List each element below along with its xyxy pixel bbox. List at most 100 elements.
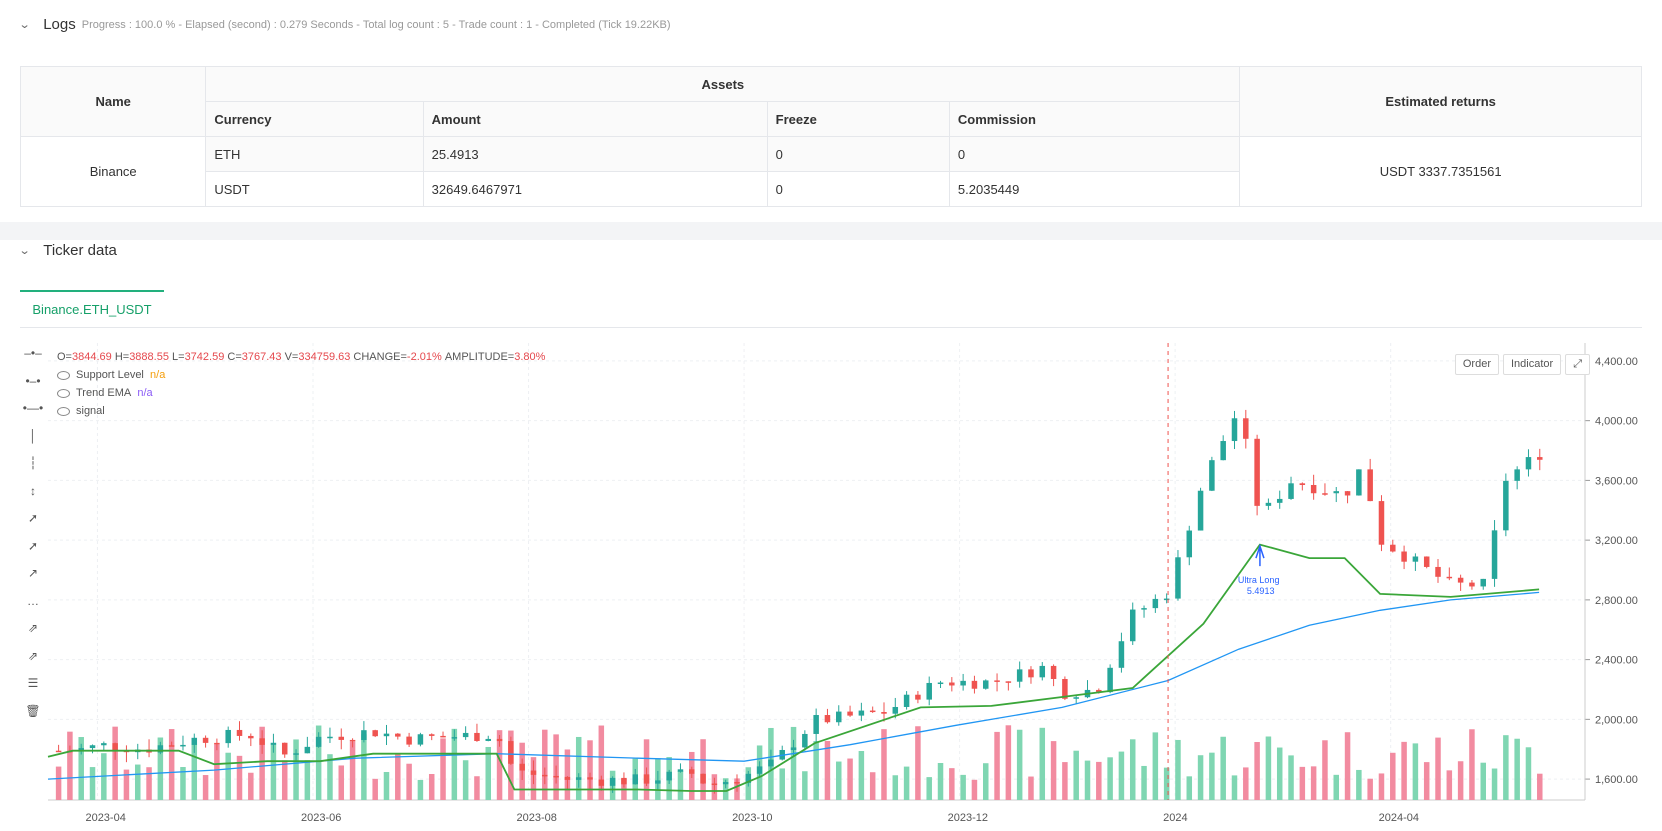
eye-icon[interactable] [57,370,70,380]
chevron-down-icon[interactable]: ⌄ [18,245,31,257]
volume-bar [67,731,73,800]
volume-bar [1537,773,1543,800]
horizontal-line-icon[interactable]: –•– [24,346,42,360]
vertical-line-icon[interactable]: │ [29,428,37,443]
candle-body [1514,469,1520,481]
volume-bar [1390,752,1396,800]
y-tick-label: 2,400.00 [1595,655,1638,667]
trend-line-icon[interactable]: ➚ [27,511,39,525]
volume-bar [575,736,582,800]
candle-body [813,715,819,734]
y-tick-label: 2,800.00 [1595,595,1638,607]
candle-body [892,706,899,714]
fib-retracement-icon[interactable]: ☰ [27,676,39,690]
volume-bar [315,725,322,800]
volume-bar [881,729,887,800]
candle-body [1356,469,1362,496]
volume-bar [1175,739,1181,800]
legend-label: Support Level [76,369,144,381]
candle-body [1333,491,1340,494]
candle-body [474,732,480,741]
low-value: 3742.59 [184,351,225,363]
order-button[interactable]: Order [1454,354,1499,375]
vertical-ray-icon[interactable]: ┆ [29,456,37,470]
y-tick-label: 3,200.00 [1595,535,1638,547]
trash-icon[interactable]: 🗑 [25,703,41,718]
volume-bar [1005,725,1012,800]
vertical-segment-icon[interactable]: ↕ [30,483,36,498]
volume-bar [802,771,808,800]
candle-body [1446,576,1453,579]
candle-body [1163,598,1170,601]
x-tick-label: 2023-12 [948,812,988,824]
volume-bar [587,740,593,800]
candle-body [937,682,944,685]
col-commission: Commission [948,101,1241,137]
volume-bar [214,744,220,800]
price-label-icon[interactable]: … [27,593,39,608]
y-tick-label: 1,600.00 [1595,774,1638,786]
candle-body [1254,438,1260,506]
candle-body [1016,669,1023,682]
candle-body [869,710,876,713]
segment-line-icon[interactable]: ↗ [27,566,39,580]
candle-body [78,748,84,752]
candle-body [564,776,571,780]
candle-body [428,734,435,736]
volume-bar [1469,729,1475,800]
volume-bar [926,777,932,800]
candle-body [259,738,265,745]
legend-trend-ema[interactable]: Trend EMA n/a [57,384,545,402]
candle-body [395,733,401,737]
signal-arrow [1255,543,1265,567]
legend-support-level[interactable]: Support Level n/a [57,366,545,384]
volume-bar [1435,737,1441,800]
volume-bar [1107,757,1113,800]
fullscreen-icon[interactable]: ⤢ [1565,354,1590,375]
volume-bar [1322,740,1328,800]
chart-controls: Order Indicator ⤢ [1454,354,1590,375]
ray-line-icon[interactable]: ➚ [27,538,39,553]
candle-body [1039,665,1046,678]
col-name: Name [19,66,207,137]
candle-body [361,730,367,741]
table-row: Binance ETH 25.4913 0 0 USDT 3337.735156… [19,136,1642,207]
fib-channel-icon[interactable]: ⇗ [27,648,39,663]
candle-body [1525,457,1532,470]
indicator-button[interactable]: Indicator [1502,354,1562,375]
ticker-title: Ticker data [43,242,117,259]
candle-body [202,737,209,743]
candle-body [745,773,752,783]
candle-body [587,777,593,780]
exchange-cell: Binance [19,136,207,207]
tab-divider [20,327,1642,328]
ticker-header[interactable]: ⌄ Ticker data [18,242,117,259]
candle-body [621,777,627,785]
volume-bar [1412,743,1419,800]
legend-signal[interactable]: signal [57,402,545,420]
eye-icon[interactable] [57,388,70,398]
volume-bar [1028,776,1034,800]
eye-icon[interactable] [57,406,70,416]
logs-meta: Progress : 100.0 % - Elapsed (second) : … [81,18,671,31]
candle-body [553,775,559,778]
chevron-down-icon[interactable]: ⌄ [18,19,31,31]
candle-body [734,782,740,784]
tab-binance-eth-usdt[interactable]: Binance.ETH_USDT [20,290,164,327]
horizontal-ray-icon[interactable]: •–• [25,373,41,388]
volume-bar [304,760,311,800]
candle-body [1435,566,1441,577]
volume-bar [813,741,819,800]
candle-body [1129,609,1136,642]
amount-cell: 32649.6467971 [422,171,768,207]
volume-bar [123,769,130,800]
volume-bar [451,728,458,800]
horizontal-segment-icon[interactable]: •—• [22,401,44,415]
logs-header[interactable]: ⌄ Logs Progress : 100.0 % - Elapsed (sec… [18,16,671,33]
candle-body [1491,530,1498,579]
candle-body [1062,678,1068,699]
volume-bar [180,767,186,800]
assets-table: Name Assets Estimated returns Currency A… [19,66,1642,207]
parallel-channel-icon[interactable]: ⇗ [27,621,39,635]
